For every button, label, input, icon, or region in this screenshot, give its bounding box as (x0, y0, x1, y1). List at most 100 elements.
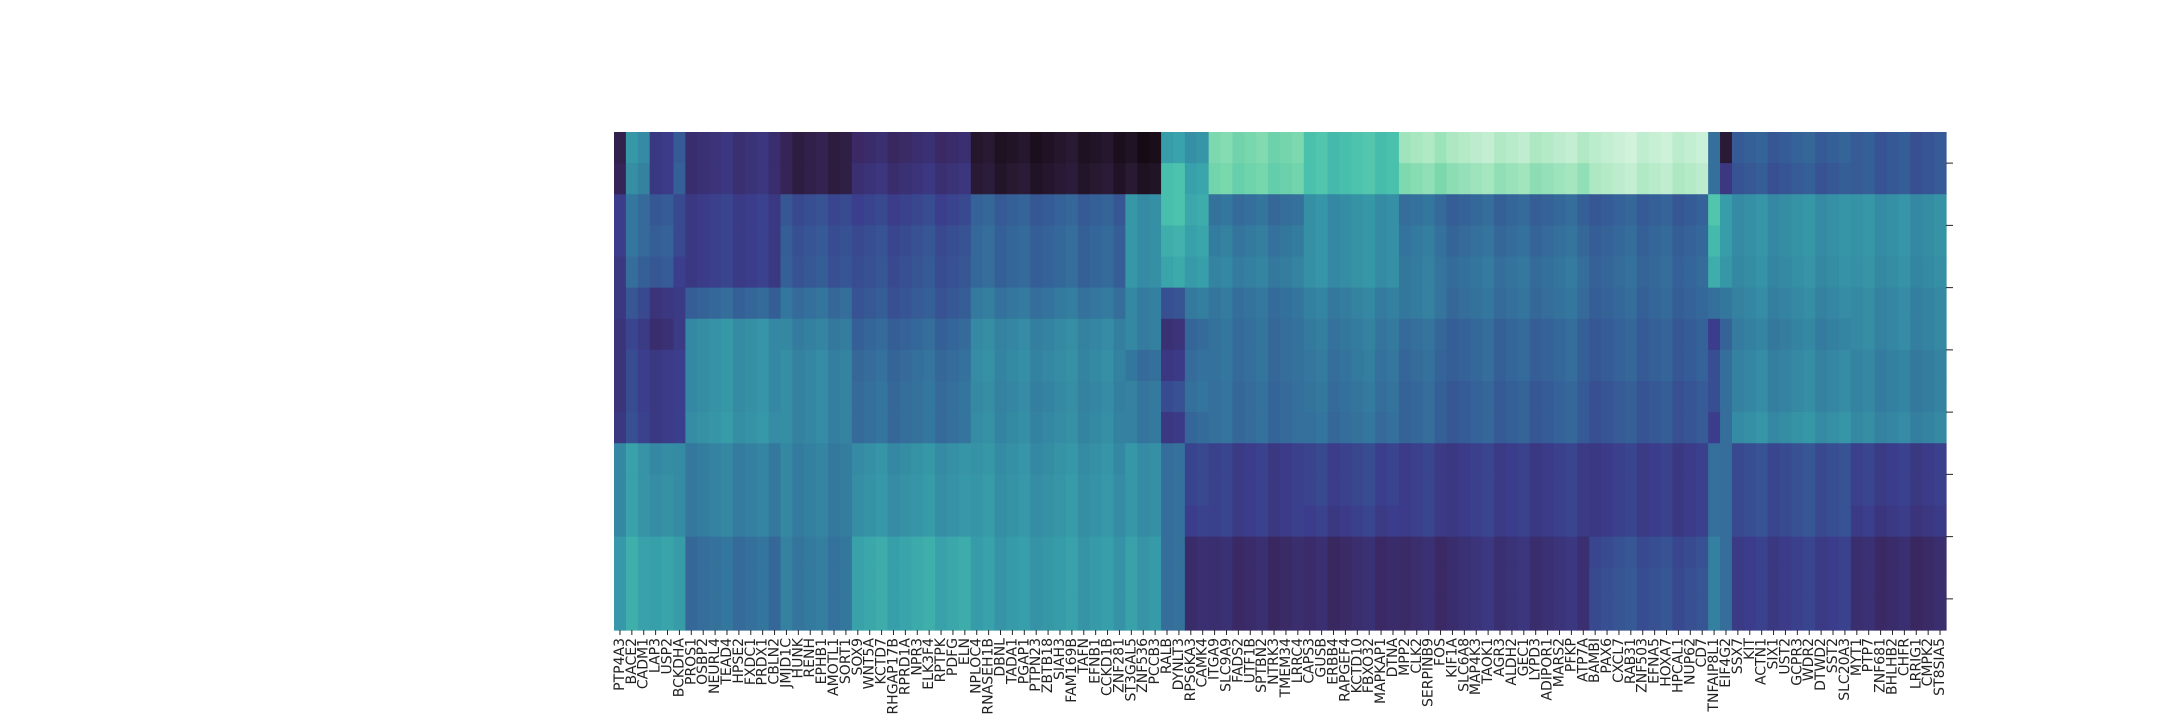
heatmap-cell (1791, 598, 1804, 631)
heatmap-cell (970, 318, 984, 351)
heatmap-cell (1708, 349, 1721, 382)
heatmap-cell (1862, 381, 1876, 413)
heatmap-cell (1458, 132, 1471, 164)
heatmap-cell (1113, 132, 1126, 164)
heatmap-cell (816, 412, 829, 444)
x-tick-label: MYT1 (1849, 638, 1865, 676)
heatmap-cell (1898, 505, 1911, 538)
heatmap-cell (1827, 505, 1840, 538)
heatmap-cell (1315, 443, 1329, 475)
heatmap-cell (1696, 567, 1709, 600)
heatmap-cell (1589, 381, 1602, 413)
heatmap-cell (828, 474, 841, 507)
heatmap-cell (1886, 474, 1900, 507)
heatmap-cell (1838, 505, 1852, 538)
heatmap-cell (1636, 412, 1650, 444)
heatmap-cell (1696, 163, 1709, 195)
heatmap-cell (1791, 225, 1804, 258)
heatmap-cell (1208, 536, 1222, 569)
heatmap-cell (982, 318, 996, 351)
heatmap-cell (1232, 381, 1245, 413)
x-tick-label: BAMBI (1587, 638, 1603, 683)
x-tick-label: CBLN2 (767, 638, 783, 685)
heatmap-cell (1898, 132, 1911, 164)
heatmap-cell (1660, 349, 1674, 382)
heatmap-cell (1708, 598, 1721, 631)
heatmap-cell (1398, 474, 1412, 507)
heatmap-cell (875, 536, 889, 569)
heatmap-cell (1541, 225, 1555, 258)
heatmap-cell (875, 163, 889, 195)
heatmap-cell (1077, 256, 1091, 289)
heatmap-cell (1315, 536, 1329, 569)
x-tick-label: TAFN (1076, 638, 1092, 675)
heatmap-cell (1791, 536, 1804, 569)
heatmap-cell (1874, 474, 1888, 507)
heatmap-cell (625, 412, 639, 444)
heatmap-cell (1910, 318, 1923, 351)
heatmap-cell (1827, 381, 1840, 413)
heatmap-cell (1922, 505, 1935, 538)
heatmap-cell (935, 256, 948, 289)
heatmap-cell (697, 318, 710, 351)
heatmap-cell (1054, 318, 1067, 351)
heatmap-cell (1613, 443, 1626, 475)
heatmap-cell (1482, 381, 1495, 413)
heatmap-cell (1375, 505, 1388, 538)
heatmap-cell (673, 287, 686, 320)
heatmap-cell (970, 381, 984, 413)
heatmap-cell (1577, 567, 1590, 600)
heatmap-cell (1398, 443, 1412, 475)
heatmap-cell (816, 318, 829, 351)
heatmap-cell (816, 567, 829, 600)
x-tick-label: NPR3 (909, 638, 925, 676)
heatmap-cell (1827, 536, 1840, 569)
heatmap-cell (1565, 225, 1578, 258)
heatmap-cell (1434, 287, 1448, 320)
heatmap-cell (1458, 256, 1471, 289)
heatmap-cell (1422, 412, 1436, 444)
heatmap-cell (1720, 567, 1733, 600)
heatmap-cell (1541, 163, 1555, 195)
heatmap-cell (1232, 412, 1245, 444)
heatmap-cell (1648, 163, 1662, 195)
heatmap-cell (887, 412, 901, 444)
heatmap-cell (1696, 287, 1709, 320)
heatmap-cell (732, 318, 746, 351)
heatmap-cell (1565, 132, 1578, 164)
heatmap-cell (863, 381, 877, 413)
heatmap-cell (1672, 225, 1685, 258)
heatmap-cell (828, 443, 841, 475)
heatmap-cell (1137, 287, 1150, 320)
heatmap-cell (1862, 225, 1876, 258)
heatmap-cell (1589, 163, 1602, 195)
heatmap-cell (1850, 443, 1864, 475)
heatmap-cell (685, 567, 698, 600)
heatmap-cell (732, 194, 746, 226)
heatmap-cell (721, 536, 734, 569)
heatmap-cell (1934, 412, 1947, 444)
heatmap-cell (1660, 443, 1674, 475)
x-tick-label: LRRIG1 (1908, 638, 1924, 689)
heatmap-cell (792, 443, 805, 475)
heatmap-cell (816, 132, 829, 164)
heatmap-cell (1280, 225, 1293, 258)
heatmap-cell (1458, 567, 1471, 600)
heatmap-cell (1208, 412, 1222, 444)
heatmap-cell (982, 225, 996, 258)
heatmap-cell (839, 412, 853, 444)
heatmap-cell (1613, 225, 1626, 258)
heatmap-cell (1779, 381, 1792, 413)
heatmap-cell (947, 536, 960, 569)
heatmap-cell (1434, 536, 1448, 569)
x-tick-label: LYPD3 (1528, 638, 1544, 681)
heatmap-cell (1339, 536, 1352, 569)
x-tick-label: JMJD1C (778, 638, 794, 689)
heatmap-cell (637, 225, 651, 258)
x-tick-label: EFNB1 (1088, 638, 1104, 684)
heatmap-cell (935, 443, 948, 475)
heatmap-cell (1196, 598, 1210, 631)
heatmap-cell (1113, 194, 1126, 226)
heatmap-cell (1529, 287, 1543, 320)
heatmap-cell (756, 194, 770, 226)
